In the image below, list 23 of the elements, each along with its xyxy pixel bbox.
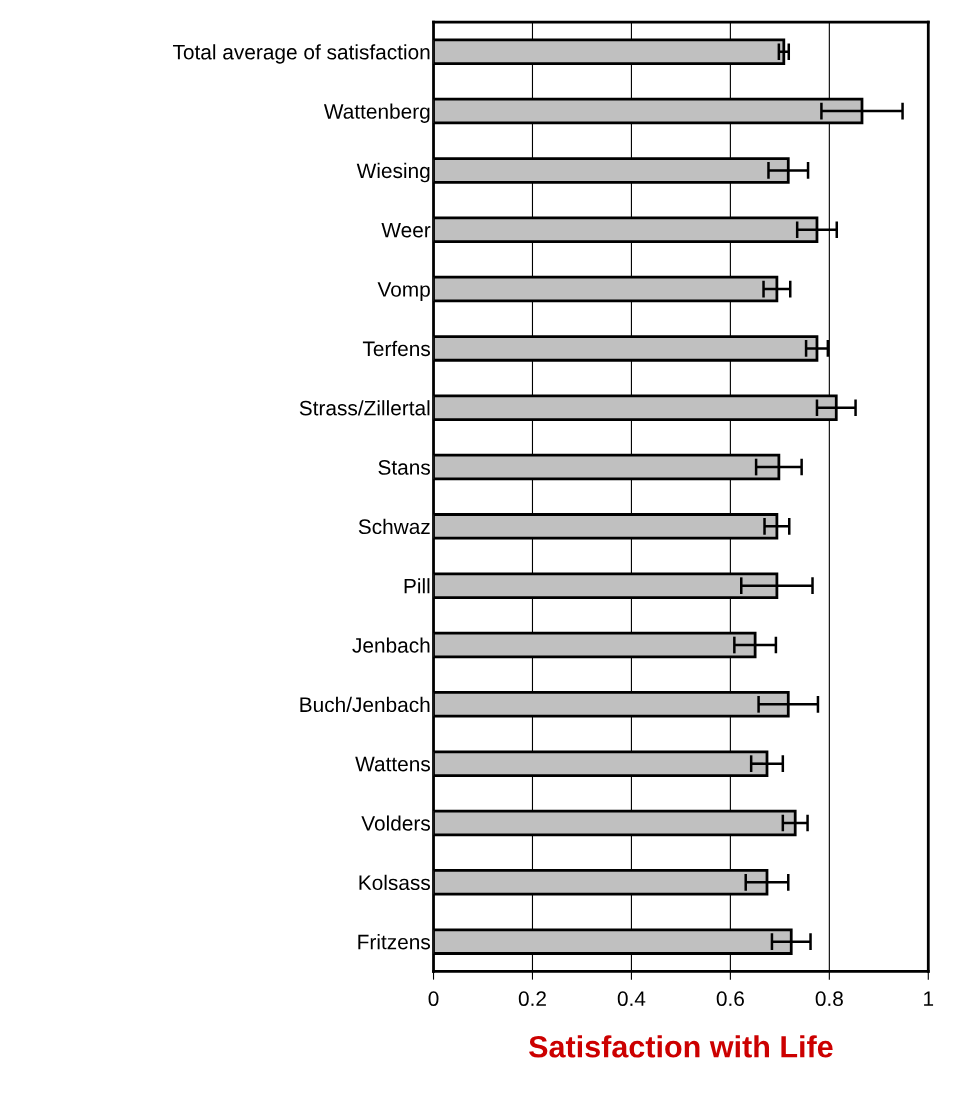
- x-tick-label: 0.8: [815, 991, 843, 1007]
- y-tick-label: Vomp: [377, 282, 430, 301]
- y-tick-label: Total average of satisfaction: [172, 44, 430, 64]
- x-tick-label: 0.6: [716, 991, 744, 1007]
- y-tick-label: Schwaz: [358, 518, 430, 535]
- y-tick-label: Stans: [378, 460, 430, 475]
- y-tick-label: Volders: [361, 815, 430, 831]
- y-tick-label: Buch/Jenbach: [300, 696, 430, 713]
- y-tick-label: Fritzens: [358, 934, 430, 950]
- x-tick-label: 0.2: [518, 991, 546, 1007]
- y-tick-label: Jenbach: [352, 637, 430, 653]
- y-tick-label: Wattens: [355, 756, 430, 772]
- y-tick-label: Terfens: [362, 340, 430, 357]
- y-tick-label: Kolsass: [359, 874, 430, 891]
- y-tick-label: Wiesing: [356, 162, 430, 183]
- y-tick-label: Strass/Zillertal: [299, 400, 430, 416]
- x-tick-label: 1: [924, 991, 934, 1006]
- x-axis-title: Satisfaction with Life: [529, 1035, 833, 1058]
- x-tick-label: 0.4: [617, 991, 646, 1007]
- y-tick-label: Wattenberg: [323, 103, 430, 123]
- y-tick-label: Weer: [381, 222, 431, 238]
- y-tick-label: Pill: [404, 578, 430, 594]
- x-tick-label: 0: [428, 991, 439, 1007]
